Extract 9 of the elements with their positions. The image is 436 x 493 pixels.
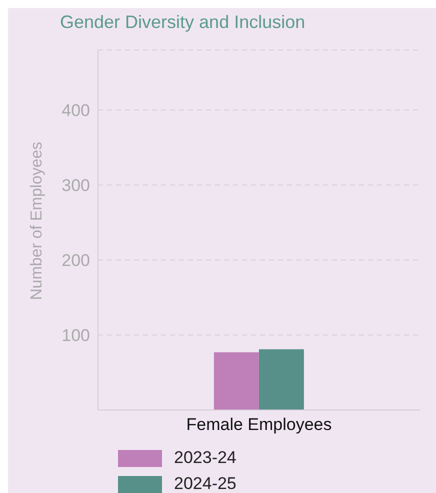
legend-label: 2023-24 <box>174 448 236 468</box>
y-axis-title: Number of Employees <box>28 142 46 300</box>
legend-label: 2024-25 <box>174 474 236 493</box>
y-tick-label: 200 <box>62 251 90 270</box>
y-tick-label: 300 <box>62 176 90 196</box>
x-tick-label: Female Employees <box>186 415 332 434</box>
y-tick-label: 400 <box>62 101 90 120</box>
y-tick-label: 100 <box>62 326 90 346</box>
chart-title: Gender Diversity and Inclusion <box>60 12 306 33</box>
